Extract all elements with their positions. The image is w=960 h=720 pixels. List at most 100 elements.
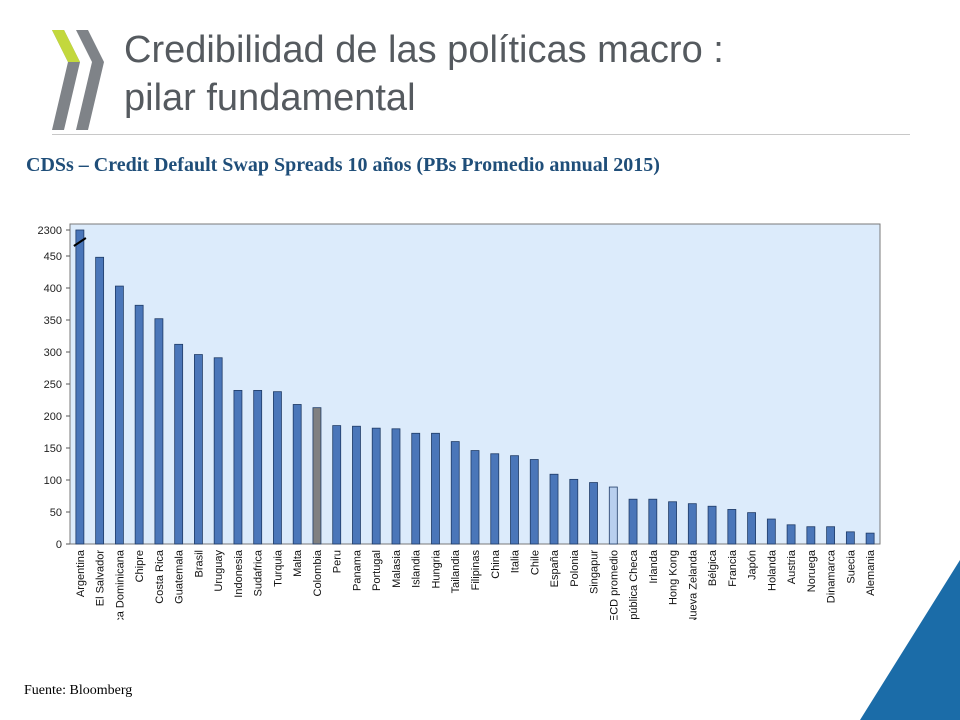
bar	[174, 343, 184, 545]
x-tick-label: Sudafrica	[253, 549, 265, 596]
bar	[826, 526, 836, 545]
y-tick-label: 50	[50, 507, 62, 519]
x-tick-label: Costa Rica	[154, 549, 166, 604]
bar	[233, 389, 243, 545]
y-tick-label: 100	[44, 475, 62, 487]
bar	[549, 473, 559, 545]
corner-decoration	[860, 560, 960, 720]
x-tick-label: Hong Kong	[668, 550, 680, 605]
bar	[747, 512, 756, 545]
x-tick-label: Nueva Zelanda	[687, 549, 699, 620]
x-tick-label: Dinamarca	[826, 549, 838, 603]
x-tick-label: República Checa	[628, 549, 640, 620]
x-tick-label: Guatemala	[174, 549, 186, 604]
x-tick-label: España	[549, 549, 561, 587]
bar	[292, 404, 302, 545]
x-tick-label: China	[490, 549, 502, 579]
x-tick-label: Suecia	[845, 549, 857, 584]
x-tick-label: Tailandia	[450, 549, 462, 593]
bar	[312, 407, 322, 545]
source-note: Fuente: Bloomberg	[24, 683, 133, 698]
x-tick-label: Singapur	[589, 550, 601, 594]
x-tick-label: Bélgica	[707, 549, 719, 586]
page-title-line2: pilar fundamental	[124, 77, 416, 119]
x-tick-label: Chipre	[134, 550, 146, 582]
bar	[608, 486, 618, 545]
x-tick-label: Brasil	[193, 550, 205, 578]
bar	[154, 318, 164, 545]
bar	[786, 524, 796, 545]
oecd-logo	[52, 30, 104, 130]
bar	[766, 518, 776, 545]
x-tick-label: Peru	[332, 550, 344, 573]
bar	[727, 509, 737, 545]
x-tick-label: Colombia	[312, 549, 324, 596]
x-tick-label: OECD promedio	[608, 550, 620, 620]
title-divider	[52, 134, 910, 135]
bar	[589, 482, 598, 545]
bar	[529, 459, 539, 545]
bar	[648, 498, 658, 545]
bar	[114, 285, 124, 545]
bar	[431, 432, 440, 545]
x-tick-label: Hungria	[430, 549, 442, 588]
logo-chevron-accent	[52, 30, 80, 62]
bar	[490, 453, 500, 545]
bar	[707, 505, 717, 545]
x-tick-label: Irlanda	[648, 549, 660, 584]
x-tick-label: Portugal	[371, 550, 383, 591]
y-tick-label: 400	[44, 283, 62, 295]
x-tick-label: Polonia	[569, 549, 581, 587]
bar	[628, 498, 638, 545]
x-tick-label: República Dominicana	[114, 549, 126, 620]
bar	[75, 229, 85, 545]
bar	[569, 478, 579, 545]
page-title-line1: Credibilidad de las políticas macro :	[124, 29, 724, 71]
x-tick-label: Filipinas	[470, 550, 482, 591]
x-tick-label: Malta	[292, 549, 304, 577]
bar	[687, 503, 697, 545]
x-tick-label: Alemania	[865, 549, 877, 596]
bar	[371, 427, 381, 545]
x-tick-label: Italia	[510, 549, 522, 573]
bar	[253, 389, 263, 545]
axis-break-marker	[73, 237, 87, 247]
x-tick-label: Malasia	[391, 549, 403, 588]
bar	[213, 357, 223, 545]
logo-chevron-right	[76, 30, 104, 130]
x-tick-label: Francia	[727, 549, 739, 587]
x-tick-label: El Salvador	[95, 550, 107, 607]
x-tick-label: Noruega	[806, 549, 818, 592]
bar	[273, 391, 282, 545]
bar	[470, 450, 480, 545]
page-title: Credibilidad de las políticas macro : pi…	[124, 26, 924, 122]
bar	[845, 531, 855, 545]
bar	[352, 425, 361, 545]
chart-title: CDSs – Credit Default Swap Spreads 10 añ…	[26, 154, 660, 176]
bar	[391, 428, 401, 545]
bar	[95, 256, 105, 545]
x-tick-label: Japón	[747, 550, 759, 580]
y-tick-label: 150	[44, 443, 62, 455]
bar	[134, 304, 144, 545]
bar	[668, 501, 677, 545]
x-tick-label: Indonesia	[233, 549, 245, 598]
y-tick-label: 250	[44, 379, 62, 391]
x-tick-label: Austria	[786, 549, 798, 584]
x-tick-label: Chile	[529, 550, 541, 575]
x-tick-label: Islandia	[411, 549, 423, 588]
x-tick-label: Uruguay	[213, 550, 225, 592]
x-tick-label: Argentina	[75, 549, 87, 597]
bar	[194, 354, 203, 545]
bar	[411, 432, 421, 545]
bar	[450, 441, 460, 545]
x-tick-label: Panama	[351, 549, 363, 591]
bar	[332, 425, 342, 545]
y-tick-label: 200	[44, 411, 62, 423]
y-tick-label: 300	[44, 347, 62, 359]
y-tick-label: 350	[44, 315, 62, 327]
x-tick-label: Holanda	[766, 549, 778, 591]
y-tick-label: 0	[56, 539, 62, 551]
bar	[806, 526, 816, 545]
y-tick-label: 2300	[38, 225, 62, 237]
